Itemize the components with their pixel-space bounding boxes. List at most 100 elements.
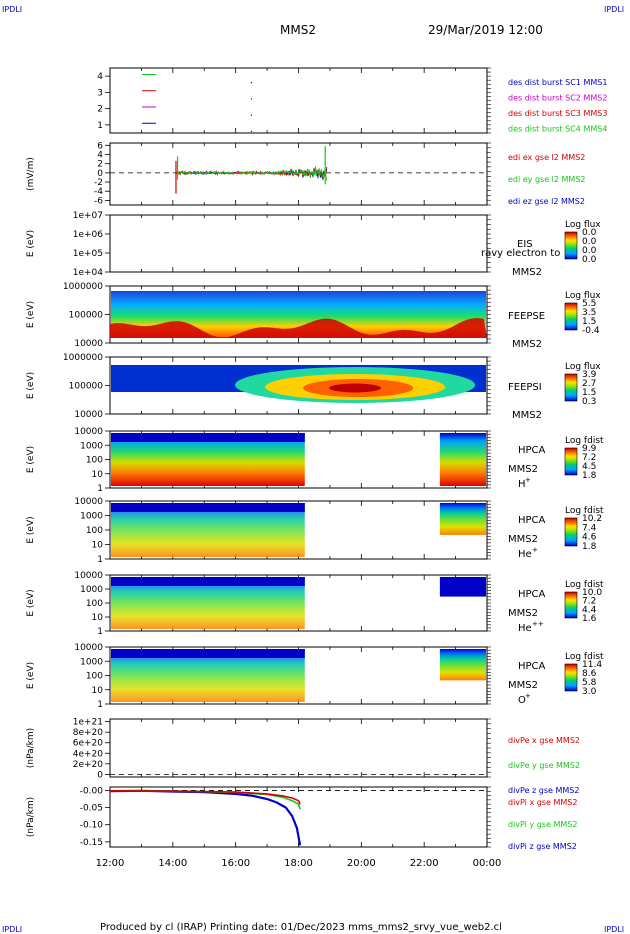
corner-label-top-right: IPDLI xyxy=(604,5,624,14)
header-datetime: 29/Mar/2019 12:00 xyxy=(428,23,543,37)
hpca-o-ytick-label: 100 xyxy=(86,672,103,682)
hpca-he-ytick-label: 10 xyxy=(92,541,104,551)
hpca-he-ytick-label: 1000 xyxy=(80,512,103,522)
hpca-o-colorbar-tick: 8.6 xyxy=(582,669,597,679)
hpca-he-side-label: HPCA xyxy=(518,515,546,526)
hpca-h-ytick-label: 10 xyxy=(92,470,104,480)
hpca-hepp-colorbar-title: Log fdist xyxy=(565,580,604,590)
hpca-he-colorbar-tick: 1.8 xyxy=(582,542,597,552)
feepse-colorbar-tick: 1.5 xyxy=(582,317,596,327)
hpca-hepp-ylabel: E (eV) xyxy=(26,589,36,616)
eis-colorbar-tick: 0.0 xyxy=(582,246,597,256)
hpca-h-colorbar-tick: 4.5 xyxy=(582,462,596,472)
feepsi-ylabel: E (eV) xyxy=(26,372,36,399)
hpca-h-ytick-label: 1 xyxy=(97,484,103,494)
hpca-h-ytick-label: 100 xyxy=(86,456,103,466)
feepse-ytick-label: 100000 xyxy=(69,311,104,321)
eis-ytick-label: 1e+04 xyxy=(73,268,104,278)
divpi-legend-entry: divPi z gse MMS2 xyxy=(508,842,577,851)
hpca-he-top-band xyxy=(111,503,305,512)
hpca-o-spectrogram-right xyxy=(439,649,486,681)
divpe-legend-entry: divPe y gse MMS2 xyxy=(508,761,580,770)
hpca-h-spectrogram-right xyxy=(439,433,486,486)
divpe-ytick-label: 4e+20 xyxy=(73,749,104,759)
feepsi-colorbar-tick: 2.7 xyxy=(582,379,596,389)
feepsi-ytick-label: 100000 xyxy=(69,382,104,392)
hpca-h-colorbar-title: Log fdist xyxy=(565,436,604,446)
hpca-h-side-label: HPCA xyxy=(518,445,546,456)
hpca-hepp-spectrogram-right xyxy=(439,577,486,597)
feepse-side-label: MMS2 xyxy=(512,339,542,350)
hpca-o-top-band xyxy=(111,649,305,658)
hpca-o-colorbar-tick: 5.8 xyxy=(582,678,597,688)
des-ytick-label: 3 xyxy=(97,88,103,98)
hpca-o-colorbar-tick: 3.0 xyxy=(582,687,597,697)
hpca-he-spectrogram-right xyxy=(439,503,486,535)
feepse-ylabel: E (eV) xyxy=(26,301,36,328)
hpca-he-ylabel: E (eV) xyxy=(26,516,36,543)
feepse-colorbar-tick: -0.4 xyxy=(582,326,600,336)
hpca-h-top-band xyxy=(111,433,305,442)
eis-colorbar-tick: 0.0 xyxy=(582,255,597,265)
time-tick-label: 20:00 xyxy=(347,858,376,869)
time-tick-label: 00:00 xyxy=(473,858,502,869)
hpca-o-side-label: MMS2 xyxy=(508,680,538,691)
feepsi-colorbar-title: Log flux xyxy=(565,362,601,372)
divpi-ylabel: (nPa/km) xyxy=(26,797,36,837)
hpca-he-species-charge: + xyxy=(532,546,538,554)
hpca-hepp-colorbar-tick: 1.6 xyxy=(582,614,597,624)
feepse-side-label: FEEPSE xyxy=(508,311,545,322)
edi-ytick-label: -2 xyxy=(94,178,103,188)
edi-legend-entry: edi ez gse l2 MMS2 xyxy=(508,197,585,206)
header-spacecraft: MMS2 xyxy=(280,23,316,37)
edi-ytick-label: -4 xyxy=(94,187,103,197)
feepse-ytick-label: 1000000 xyxy=(63,282,103,292)
hpca-h-species-label: H xyxy=(518,479,526,490)
divpe-ytick-label: 8e+20 xyxy=(73,728,104,738)
hpca-h-colorbar-tick: 1.8 xyxy=(582,471,597,481)
feepse-high-flux-band xyxy=(110,318,487,338)
des-point xyxy=(250,130,252,132)
footer-text: Produced by cl (IRAP) Printing date: 01/… xyxy=(100,922,502,933)
eis-colorbar xyxy=(564,231,578,260)
divpe-ytick-label: 2e+20 xyxy=(73,760,104,770)
divpe-ylabel: (nPa/km) xyxy=(26,728,36,768)
hpca-hepp-ytick-label: 1 xyxy=(97,627,103,637)
hpca-hepp-ytick-label: 10000 xyxy=(74,571,103,581)
hpca-he-colorbar-title: Log fdist xyxy=(565,506,604,516)
hpca-he-colorbar xyxy=(564,517,578,547)
hpca-o-ylabel: E (eV) xyxy=(26,662,36,689)
feepsi-colorbar-tick: 3.9 xyxy=(582,370,597,380)
time-tick-label: 16:00 xyxy=(221,858,250,869)
hpca-hepp-top-band xyxy=(111,577,305,586)
hpca-hepp-ytick-label: 100 xyxy=(86,599,103,609)
feepse-ytick-label: 10000 xyxy=(74,339,103,349)
hpca-he-ytick-label: 10000 xyxy=(74,497,103,507)
divpi-ytick-label: -0.15 xyxy=(80,838,103,848)
des-legend-entry: des dist burst SC1 MMS1 xyxy=(508,78,607,87)
hpca-he-ytick-label: 1 xyxy=(97,555,103,565)
edi-ylabel: (mV/m) xyxy=(26,157,36,191)
eis-ytick-label: 1e+05 xyxy=(73,249,103,259)
time-tick-label: 22:00 xyxy=(410,858,439,869)
hpca-o-ytick-label: 1000 xyxy=(80,657,103,667)
feepsi-side-label: MMS2 xyxy=(512,410,542,421)
des-ytick-label: 1 xyxy=(97,121,103,131)
feepsi-side-label: FEEPSI xyxy=(508,382,542,393)
hpca-h-colorbar-tick: 9.9 xyxy=(582,444,597,454)
hpca-h-colorbar-tick: 7.2 xyxy=(582,453,596,463)
hpca-h-ylabel: E (eV) xyxy=(26,446,36,473)
edi-panel xyxy=(109,142,488,206)
corner-label-top-left: IPDLI xyxy=(2,5,22,14)
feepsi-colorbar xyxy=(564,373,578,402)
eis-colorbar-tick: 0.0 xyxy=(582,237,597,247)
hpca-o-species-label: O xyxy=(518,695,526,706)
edi-ey-trace xyxy=(175,166,328,181)
eis-colorbar-tick: 0.0 xyxy=(582,228,597,238)
feepse-colorbar-tick: 5.5 xyxy=(582,299,596,309)
hpca-o-ytick-label: 1 xyxy=(97,700,103,710)
des-ytick-label: 4 xyxy=(97,72,103,82)
hpca-he-side-label: MMS2 xyxy=(508,534,538,545)
des-legend-entry: des dist burst SC2 MMS2 xyxy=(508,94,607,103)
des-point xyxy=(250,82,252,84)
